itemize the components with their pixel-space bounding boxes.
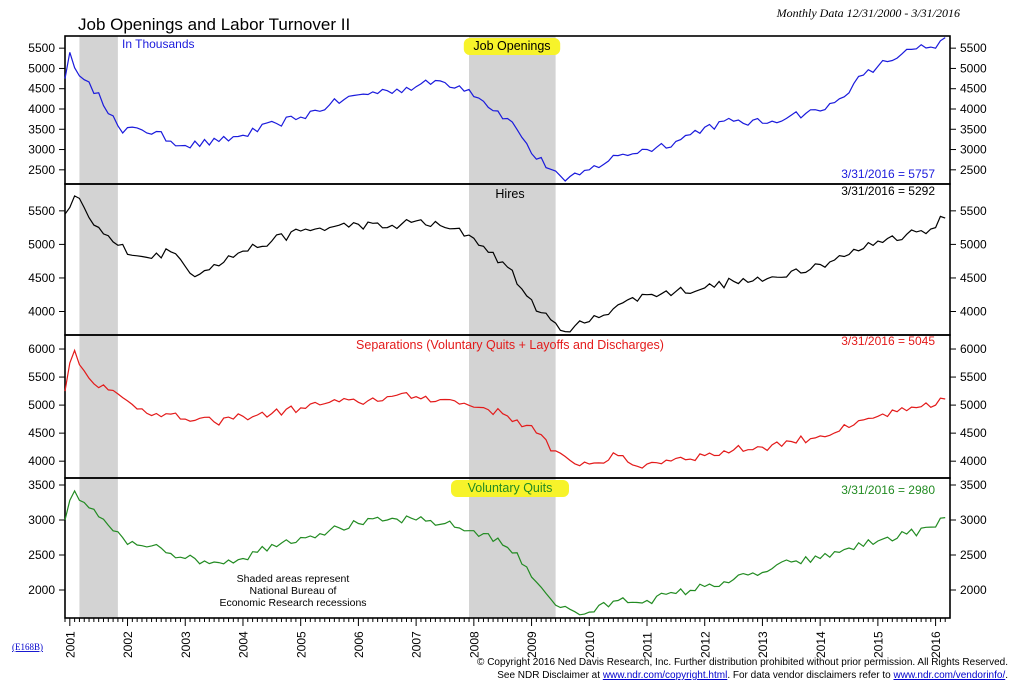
footer-disclaimer-prefix: See NDR Disclaimer at <box>497 670 603 681</box>
latest-value-label: 3/31/2016 = 5045 <box>841 334 935 348</box>
y-tick-label-left: 3500 <box>28 478 55 492</box>
x-year-label: 2006 <box>352 631 366 658</box>
series-line-3 <box>64 348 946 469</box>
x-year-label: 2015 <box>871 631 885 658</box>
panel-title: Job Openings <box>473 39 550 53</box>
y-tick-label-left: 4000 <box>28 305 55 319</box>
y-tick-label-left: 3000 <box>28 513 55 527</box>
y-tick-label-right: 4000 <box>960 305 987 319</box>
panel-1: 2500 2500 3000 3000 3500 3500 4000 4000 4500 4500… <box>28 35 987 185</box>
x-year-label: 2005 <box>294 631 308 658</box>
y-tick-label-left: 4000 <box>28 454 55 468</box>
y-tick-label-left: 5500 <box>28 204 55 218</box>
y-tick-label-left: 5500 <box>28 41 55 55</box>
y-tick-label-right: 4500 <box>960 271 987 285</box>
recession-band-2 <box>469 36 556 618</box>
title-highlight <box>463 38 561 55</box>
footer-disclaimer: See NDR Disclaimer at www.ndr.com/copyri… <box>497 670 1008 681</box>
vendorinfo-link[interactable]: www.ndr.com/vendorinfo/ <box>893 670 1006 681</box>
y-tick-label-left: 5000 <box>28 398 55 412</box>
chart-subtitle: Monthly Data 12/31/2000 - 3/31/2016 <box>776 6 960 20</box>
chart-panels: 2500 2500 3000 3000 3500 3500 4000 4000 4500 4500… <box>28 35 987 619</box>
x-year-label: 2010 <box>583 631 597 658</box>
footer-disclaimer-suffix: . <box>1005 670 1008 681</box>
footer-copyright: © Copyright 2016 Ned Davis Research, Inc… <box>477 657 1008 668</box>
panel-4: 2000 2000 2500 2500 3000 3000 3500 3500 Voluntar… <box>28 477 987 619</box>
y-tick-label-left: 6000 <box>28 342 55 356</box>
y-tick-label-right: 6000 <box>960 342 987 356</box>
x-year-label: 2008 <box>467 631 481 658</box>
y-tick-label-right: 3000 <box>960 143 987 157</box>
x-year-label: 2004 <box>237 631 251 658</box>
series-line-2 <box>64 195 946 333</box>
recession-note-line-2: National Bureau of <box>250 585 337 597</box>
y-tick-label-left: 4000 <box>28 102 55 116</box>
y-tick-label-left: 4500 <box>28 271 55 285</box>
y-tick-label-left: 5000 <box>28 61 55 75</box>
y-tick-label-left: 3500 <box>28 122 55 136</box>
y-tick-label-left: 2000 <box>28 583 55 597</box>
y-tick-label-left: 5500 <box>28 370 55 384</box>
chart-title: Job Openings and Labor Turnover II <box>78 15 350 34</box>
y-tick-label-right: 5000 <box>960 61 987 75</box>
x-axis: 2001 2002 2003 2004 2005 2006 2007 2008 2009 2010… <box>63 618 946 658</box>
panel-title: Separations (Voluntary Quits + Layoffs a… <box>356 338 664 352</box>
y-tick-label-right: 4500 <box>960 426 987 440</box>
y-tick-label-left: 2500 <box>28 548 55 562</box>
y-tick-label-right: 5500 <box>960 41 987 55</box>
y-tick-label-right: 4000 <box>960 102 987 116</box>
y-tick-label-right: 5000 <box>960 398 987 412</box>
x-year-label: 2014 <box>814 631 828 658</box>
y-tick-label-right: 3000 <box>960 513 987 527</box>
latest-value-label: 3/31/2016 = 2980 <box>841 483 935 497</box>
y-tick-label-right: 4500 <box>960 82 987 96</box>
y-tick-label-right: 5000 <box>960 237 987 251</box>
footer-disclaimer-middle: . For data vendor disclaimers refer to <box>727 670 893 681</box>
y-tick-label-left: 2500 <box>28 163 55 177</box>
recession-note-line-1: Shaded areas represent <box>237 573 350 585</box>
y-tick-label-right: 2000 <box>960 583 987 597</box>
y-tick-label-right: 3500 <box>960 478 987 492</box>
latest-value-label: 3/31/2016 = 5757 <box>841 167 935 181</box>
copyright-link[interactable]: www.ndr.com/copyright.html <box>602 670 728 681</box>
x-year-label: 2011 <box>641 632 655 658</box>
x-year-label: 2009 <box>525 631 539 658</box>
recession-shading <box>79 36 556 618</box>
series-line-1 <box>64 37 946 182</box>
y-tick-label-left: 3000 <box>28 143 55 157</box>
title-highlight <box>451 480 569 497</box>
y-tick-label-left: 4500 <box>28 82 55 96</box>
x-year-label: 2007 <box>410 631 424 658</box>
y-tick-label-right: 4000 <box>960 454 987 468</box>
x-year-label: 2003 <box>179 631 193 658</box>
recession-band-1 <box>79 36 118 618</box>
ref-code-link[interactable]: (E168B) <box>12 642 43 652</box>
x-year-label: 2001 <box>63 631 77 658</box>
panel-title: Hires <box>495 187 524 201</box>
y-tick-label-left: 4500 <box>28 426 55 440</box>
x-year-label: 2013 <box>756 631 770 658</box>
x-year-label: 2002 <box>121 631 135 658</box>
y-tick-label-right: 5500 <box>960 370 987 384</box>
y-tick-label-right: 5500 <box>960 204 987 218</box>
y-tick-label-left: 5000 <box>28 237 55 251</box>
latest-value-label: 3/31/2016 = 5292 <box>841 184 935 198</box>
y-tick-label-right: 2500 <box>960 548 987 562</box>
unit-note: In Thousands <box>122 37 195 51</box>
panel-title: Voluntary Quits <box>468 481 553 495</box>
y-tick-label-right: 2500 <box>960 163 987 177</box>
series-line-4 <box>64 489 946 616</box>
x-year-label: 2012 <box>698 631 712 658</box>
y-tick-label-right: 3500 <box>960 122 987 136</box>
x-year-label: 2016 <box>929 631 943 658</box>
recession-note-line-3: Economic Research recessions <box>219 597 366 609</box>
